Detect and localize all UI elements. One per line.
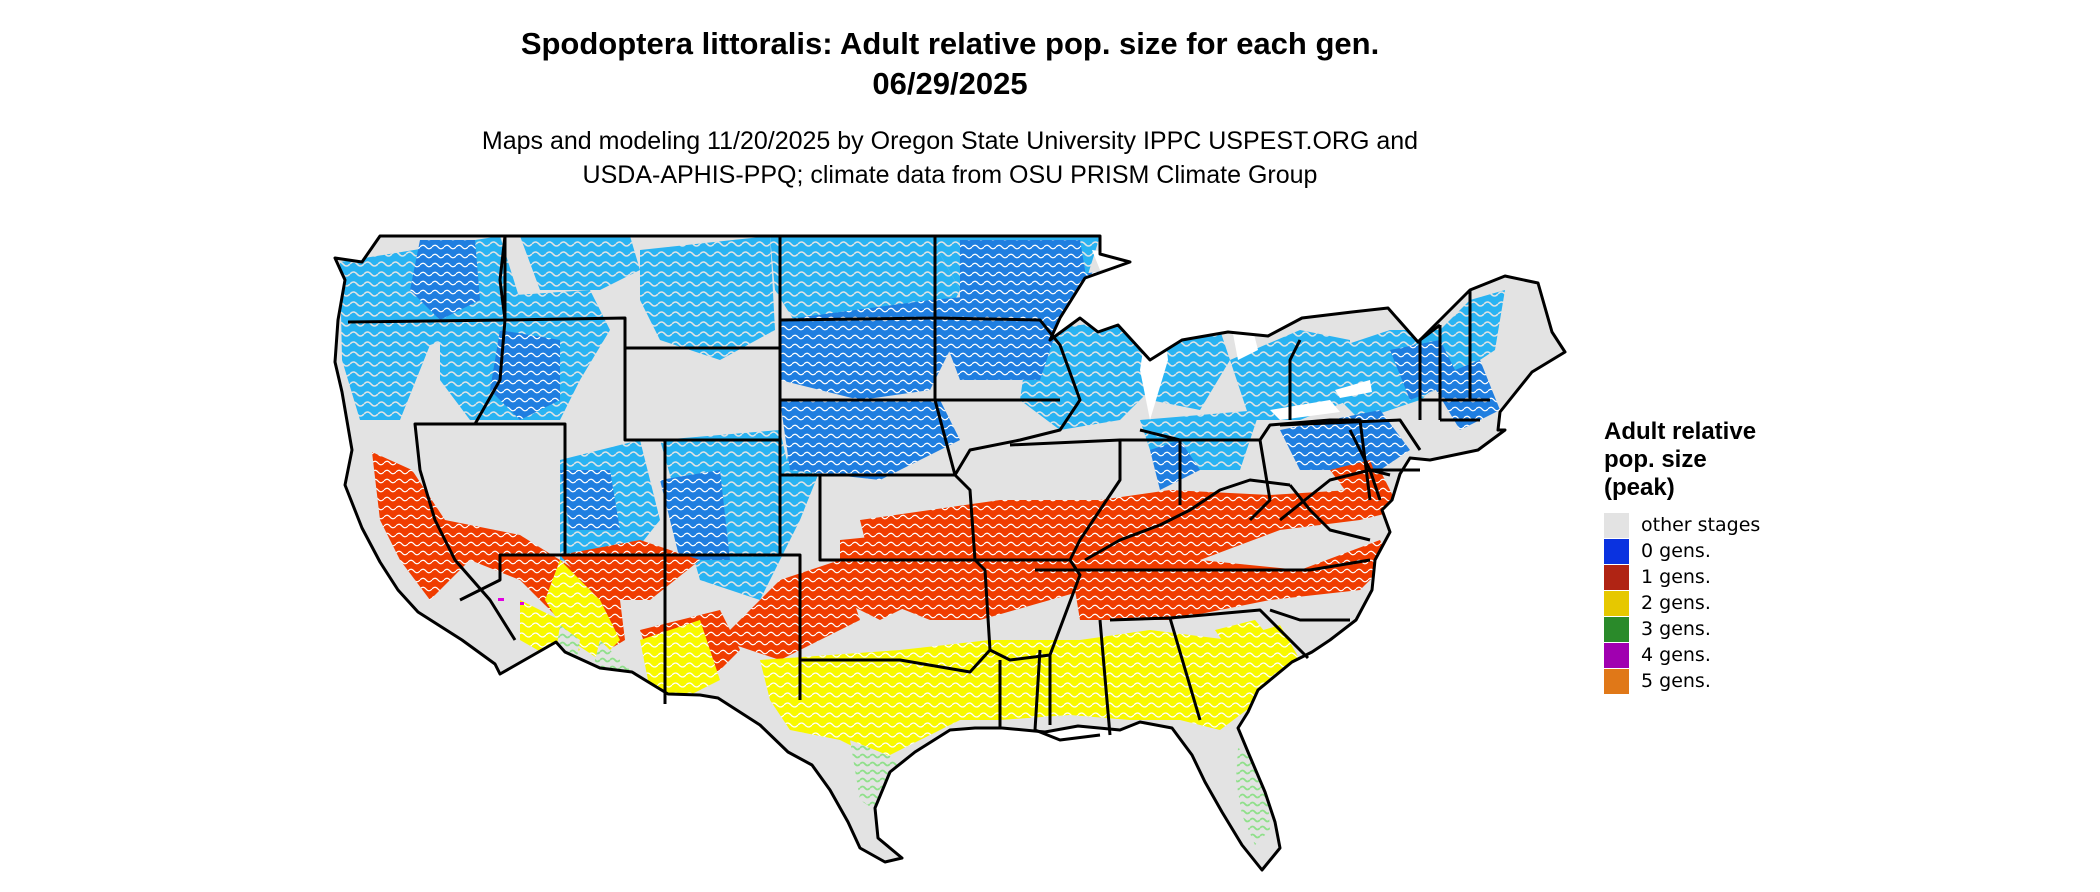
legend-item-1-gens: 1 gens. bbox=[1604, 564, 1760, 590]
legend-title: Adult relative pop. size (peak) bbox=[1604, 418, 1760, 502]
legend-label: other stages bbox=[1641, 514, 1761, 536]
legend-label: 2 gens. bbox=[1641, 592, 1711, 614]
legend-title-line-3: (peak) bbox=[1604, 474, 1675, 501]
map-title: Spodoptera littoralis: Adult relative po… bbox=[320, 24, 1580, 104]
legend-swatch bbox=[1604, 668, 1629, 694]
legend-item-5-gens: 5 gens. bbox=[1604, 668, 1760, 694]
legend-label: 0 gens. bbox=[1641, 540, 1711, 562]
map-subtitle: Maps and modeling 11/20/2025 by Oregon S… bbox=[320, 124, 1580, 192]
legend-title-line-1: Adult relative bbox=[1604, 418, 1757, 445]
title-line-1: Spodoptera littoralis: Adult relative po… bbox=[520, 26, 1380, 61]
legend-item-3-gens: 3 gens. bbox=[1604, 616, 1760, 642]
us-outline bbox=[333, 234, 1567, 872]
legend-label: 1 gens. bbox=[1641, 566, 1711, 588]
legend-swatch bbox=[1604, 590, 1629, 616]
title-block: Spodoptera littoralis: Adult relative po… bbox=[320, 24, 1580, 192]
legend-item-4-gens: 4 gens. bbox=[1604, 642, 1760, 668]
legend-swatch bbox=[1604, 538, 1629, 564]
legend: Adult relative pop. size (peak) other st… bbox=[1604, 418, 1760, 694]
subtitle-line-1: Maps and modeling 11/20/2025 by Oregon S… bbox=[481, 127, 1419, 155]
legend-title-line-2: pop. size bbox=[1604, 446, 1707, 473]
title-line-2: 06/29/2025 bbox=[872, 66, 1028, 101]
legend-swatch bbox=[1604, 512, 1629, 538]
legend-swatch bbox=[1604, 616, 1629, 642]
legend-label: 5 gens. bbox=[1641, 670, 1711, 692]
state-borders bbox=[333, 234, 1567, 872]
legend-label: 3 gens. bbox=[1641, 618, 1711, 640]
legend-item-2-gens: 2 gens. bbox=[1604, 590, 1760, 616]
subtitle-line-2: USDA-APHIS-PPQ; climate data from OSU PR… bbox=[582, 161, 1318, 189]
legend-item-0-gens: 0 gens. bbox=[1604, 538, 1760, 564]
legend-item-other-stages: other stages bbox=[1604, 512, 1760, 538]
legend-swatch bbox=[1604, 642, 1629, 668]
legend-label: 4 gens. bbox=[1641, 644, 1711, 666]
legend-swatch bbox=[1604, 564, 1629, 590]
